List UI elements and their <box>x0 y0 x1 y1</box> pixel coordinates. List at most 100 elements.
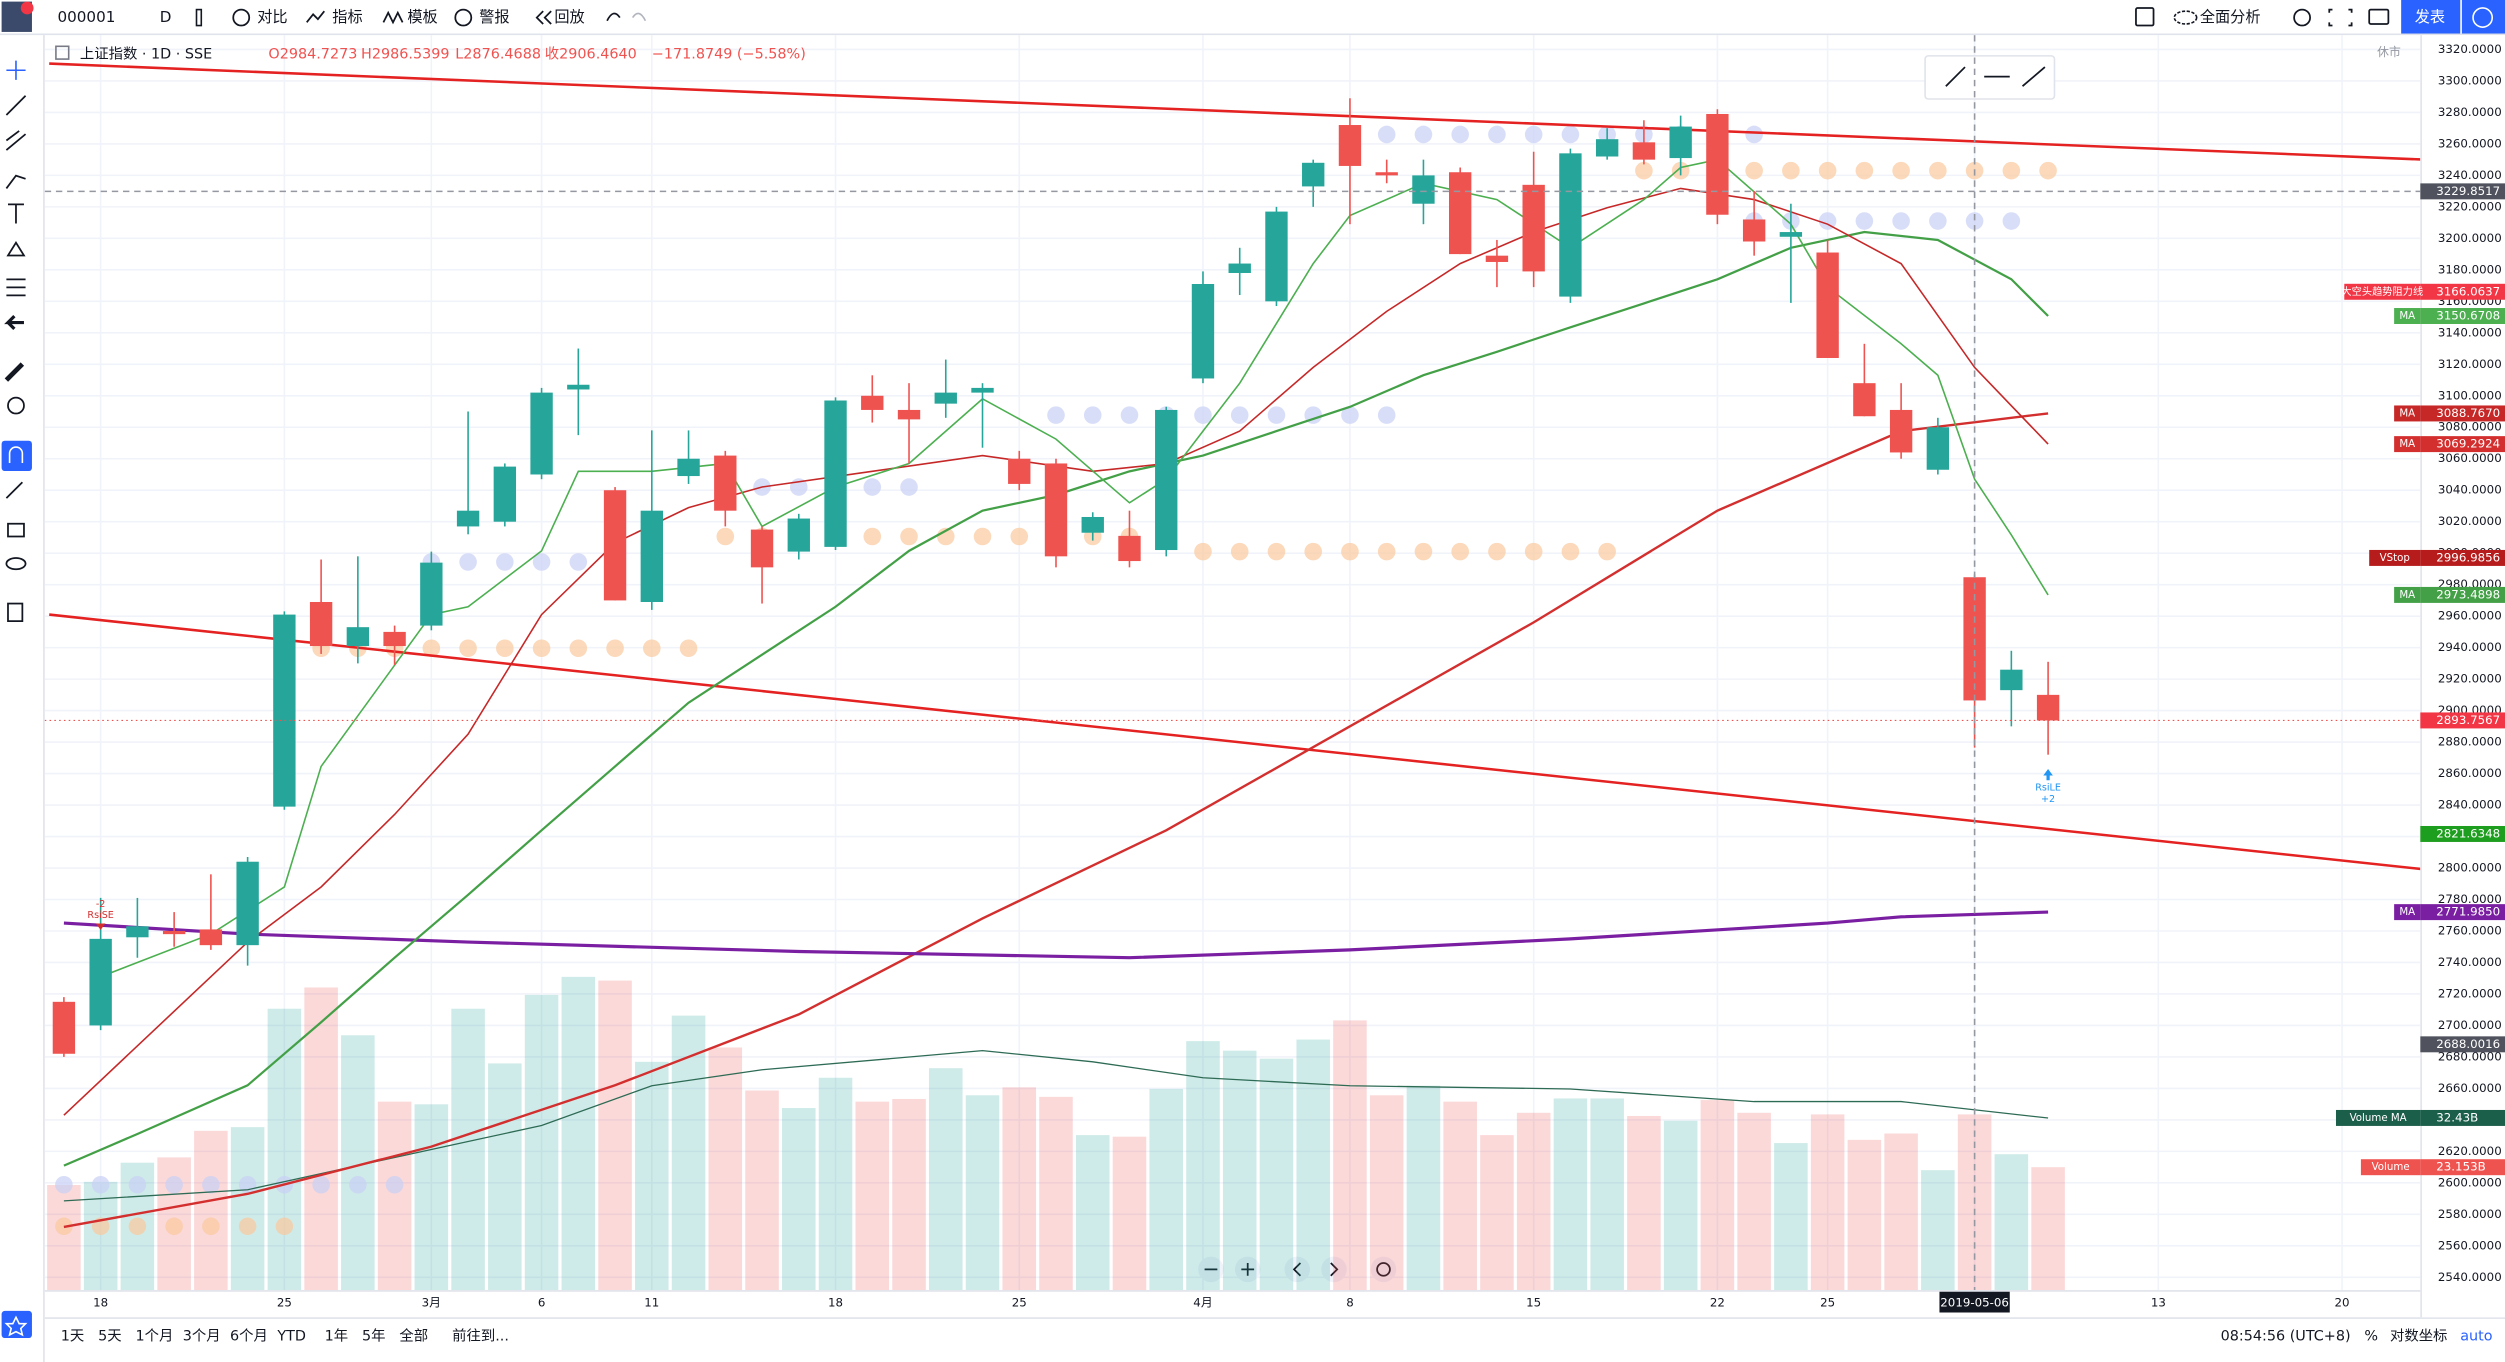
range-button[interactable]: 1天 <box>61 1328 85 1344</box>
volume-bar <box>892 1098 926 1291</box>
y-tick-label: 2620.0000 <box>2438 1144 2502 1158</box>
indicator-dot <box>275 1217 294 1236</box>
goto[interactable]: 前往到... <box>452 1327 509 1344</box>
left-toolbar <box>1 35 45 1362</box>
replay[interactable]: 回放 <box>554 8 584 26</box>
zoom-tool[interactable] <box>7 396 25 415</box>
fullscreen-icon[interactable] <box>2328 8 2353 27</box>
y-tick-label: 3100.0000 <box>2438 388 2502 402</box>
volume-bar <box>1774 1143 1808 1291</box>
signal-name: RsiSE <box>87 910 113 921</box>
trash-tool[interactable] <box>7 602 24 623</box>
price-badge <box>2420 904 2505 921</box>
fib-tool[interactable] <box>5 130 27 151</box>
alert[interactable]: 警报 <box>479 8 509 26</box>
candle-body <box>1742 219 1766 242</box>
indicator-dot <box>496 639 514 658</box>
analysis-icon[interactable] <box>2173 10 2198 25</box>
pattern-tool[interactable] <box>6 241 26 257</box>
float-line[interactable] <box>1945 66 1966 87</box>
layout-icon[interactable] <box>2135 7 2155 27</box>
badge-tag <box>2394 904 2421 921</box>
line-tool[interactable] <box>5 95 27 116</box>
hide-tool[interactable] <box>5 557 27 571</box>
price-badge-label: 2893.7567 <box>2436 713 2500 727</box>
ruler-tool[interactable] <box>4 362 25 382</box>
back-tool[interactable] <box>4 315 24 331</box>
compare-icon[interactable] <box>232 8 251 27</box>
stay-drawing-tool[interactable] <box>5 481 23 499</box>
scroll-left[interactable] <box>1284 1256 1311 1283</box>
crosshair-tool[interactable] <box>6 60 26 80</box>
float-ray[interactable] <box>2021 66 2046 87</box>
volume-bar <box>1369 1095 1404 1291</box>
candle-icon[interactable] <box>195 8 203 27</box>
compare[interactable]: 对比 <box>257 8 287 26</box>
range-button[interactable]: 5天 <box>98 1328 122 1344</box>
settings-icon[interactable] <box>2293 8 2311 27</box>
volume-bar <box>1480 1135 1514 1291</box>
candle-body <box>1302 162 1325 187</box>
symbol[interactable]: 000001 <box>58 8 116 26</box>
badge-tag-label: MA <box>2399 439 2415 450</box>
log-scale[interactable]: 对数坐标 <box>2390 1327 2447 1344</box>
brush-tool[interactable] <box>5 174 26 189</box>
range-button[interactable]: 全部 <box>399 1326 428 1344</box>
badge-tag-label: Volume <box>2372 1162 2410 1173</box>
range-button[interactable]: 5年 <box>362 1327 386 1344</box>
template-icon[interactable] <box>382 10 404 25</box>
range-button[interactable]: 1年 <box>325 1327 349 1344</box>
percent[interactable]: % <box>2364 1328 2378 1344</box>
indicator-dot <box>1524 125 1543 144</box>
legend: 上证指数 · 1D · SSE O2984.7273 H2986.5399 L2… <box>55 45 2401 62</box>
open: O2984.7273 <box>268 46 357 62</box>
range-button[interactable]: YTD <box>276 1328 306 1344</box>
publish-button[interactable] <box>2401 0 2461 34</box>
range-button[interactable]: 1个月 <box>135 1327 173 1344</box>
redo[interactable] <box>631 12 647 22</box>
volume-bar <box>304 987 338 1291</box>
x-tick-label: 25 <box>1012 1295 1027 1309</box>
interval[interactable]: D <box>160 8 172 26</box>
stream-button[interactable] <box>2461 0 2505 34</box>
templates[interactable]: 模板 <box>407 8 437 26</box>
volume-bar <box>782 1108 816 1291</box>
range-button[interactable]: 3个月 <box>183 1327 221 1344</box>
range-button[interactable]: 6个月 <box>230 1327 268 1344</box>
watchlist-button[interactable] <box>1 1310 32 1339</box>
plus <box>1241 1263 1255 1276</box>
ma-line <box>100 158 2049 978</box>
publish[interactable]: 发表 <box>2415 8 2445 26</box>
indicator-dot <box>900 527 918 546</box>
replay-icon[interactable] <box>535 10 552 25</box>
volume-bar <box>1627 1115 1661 1291</box>
indicator-dot <box>55 1175 73 1194</box>
left-arrow <box>1292 1262 1302 1277</box>
analysis[interactable]: 全面分析 <box>2200 8 2261 26</box>
alert-icon[interactable] <box>454 8 473 27</box>
scroll-right[interactable] <box>1321 1256 1347 1283</box>
candle-body <box>236 861 259 946</box>
volume-bar <box>1296 1039 1330 1291</box>
volume-bar <box>267 1008 302 1291</box>
indicators[interactable]: 指标 <box>332 8 362 26</box>
badge-tag-label: MA <box>2399 590 2415 601</box>
x-tick-label: 15 <box>1526 1295 1541 1309</box>
x-tick-label: 20 <box>2335 1295 2350 1309</box>
indicator-dot <box>643 639 661 658</box>
lock-tool[interactable] <box>7 522 25 538</box>
prediction-tool[interactable] <box>6 278 26 297</box>
text-tool[interactable] <box>7 203 24 224</box>
reset[interactable] <box>1370 1256 1397 1283</box>
price-axis <box>2420 35 2505 1318</box>
indicator-icon[interactable] <box>306 10 325 23</box>
signal-arrow <box>2043 769 2053 781</box>
volume-bar <box>1149 1088 1184 1291</box>
collapse-icon[interactable] <box>55 45 70 60</box>
auto-scale[interactable]: auto <box>2460 1328 2492 1344</box>
top-toolbar: 000001 D 对比 指标 模板 警报 回放 全面分析 发表 <box>0 0 2505 36</box>
snapshot-icon[interactable] <box>2368 8 2390 25</box>
undo[interactable] <box>606 12 621 22</box>
magnet-tool[interactable] <box>1 440 32 472</box>
